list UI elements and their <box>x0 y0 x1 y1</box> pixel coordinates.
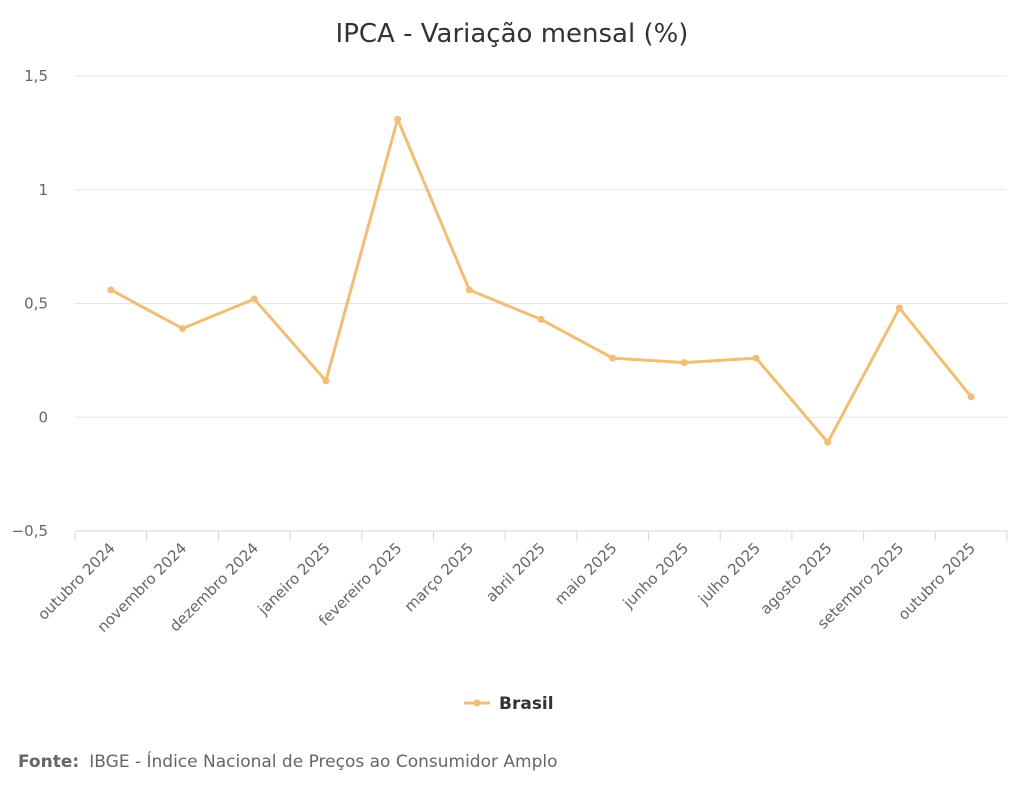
y-tick-label: 0,5 <box>24 295 48 313</box>
x-tick-label: junho 2025 <box>619 539 692 612</box>
y-tick-label: 1 <box>38 181 48 199</box>
data-point <box>895 304 903 312</box>
data-point <box>752 354 760 362</box>
source-label: Fonte: <box>18 752 79 772</box>
source-note: Fonte: IBGE - Índice Nacional de Preços … <box>18 750 558 772</box>
series-line-brasil <box>110 117 973 444</box>
data-point <box>179 325 187 333</box>
data-point <box>824 438 832 446</box>
data-point <box>609 354 617 362</box>
x-tick-label: maio 2025 <box>551 539 620 608</box>
chart-title: IPCA - Variação mensal (%) <box>336 19 689 49</box>
y-tick-label: −0,5 <box>12 522 48 540</box>
data-point <box>967 393 975 401</box>
x-tick-label: agosto 2025 <box>757 539 836 618</box>
y-tick-label: 0 <box>38 408 48 426</box>
data-point <box>680 359 688 367</box>
legend[interactable]: Brasil <box>464 694 554 714</box>
data-point <box>537 315 545 323</box>
x-tick-label: abril 2025 <box>482 539 549 606</box>
data-point <box>394 115 402 123</box>
legend-label-brasil[interactable]: Brasil <box>499 694 554 714</box>
y-tick-label: 1,5 <box>24 67 48 85</box>
x-tick-label: julho 2025 <box>694 539 764 609</box>
source-text: IBGE - Índice Nacional de Preços ao Cons… <box>89 750 557 772</box>
legend-marker-brasil <box>473 699 481 707</box>
data-point <box>322 377 330 385</box>
x-tick-label: março 2025 <box>401 539 477 615</box>
x-tick-label: janeiro 2025 <box>254 539 334 619</box>
data-point <box>250 295 258 303</box>
data-point <box>465 286 473 294</box>
data-point <box>107 286 115 294</box>
